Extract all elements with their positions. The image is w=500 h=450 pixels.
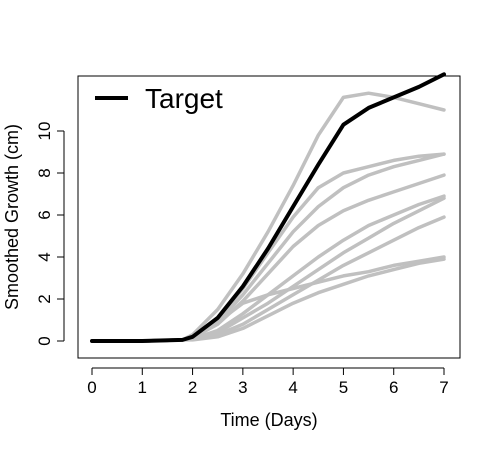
y-axis: 0 2 4 6 8 10 — [35, 122, 65, 346]
series-line-7 — [90, 215, 446, 343]
y-tick-label: 10 — [35, 122, 54, 141]
x-tick-label: 5 — [339, 378, 348, 397]
x-tick-label: 1 — [138, 378, 147, 397]
plot-frame — [77, 75, 461, 359]
y-tick-label: 2 — [35, 294, 54, 303]
series-layer — [90, 72, 446, 343]
x-tick-label: 2 — [188, 378, 197, 397]
x-tick-label: 3 — [238, 378, 247, 397]
series-line-target — [90, 72, 446, 343]
y-tick-label: 4 — [35, 252, 54, 261]
x-tick-label: 6 — [389, 378, 398, 397]
y-tick-label: 0 — [35, 336, 54, 345]
y-axis-title: Smoothed Growth (cm) — [2, 124, 22, 310]
y-tick-label: 6 — [35, 210, 54, 219]
x-tick-label: 0 — [87, 378, 96, 397]
legend-label-target: Target — [145, 83, 223, 114]
y-tick-label: 8 — [35, 168, 54, 177]
x-axis-title: Time (Days) — [220, 410, 317, 430]
legend: Target — [95, 83, 223, 114]
x-tick-label: 4 — [288, 378, 297, 397]
x-tick-label: 7 — [439, 378, 448, 397]
x-axis: 0 1 2 3 4 5 6 7 — [87, 367, 449, 397]
